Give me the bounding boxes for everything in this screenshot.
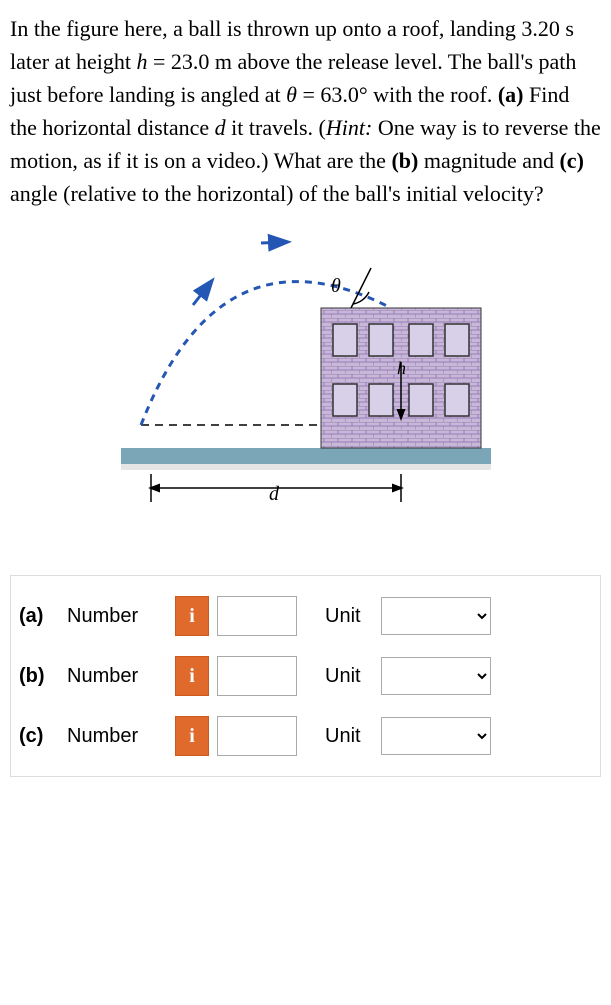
- part-label: (b): [19, 665, 59, 688]
- unit-select-c[interactable]: [381, 717, 491, 755]
- answer-row-a: (a) Number i Unit: [19, 586, 592, 646]
- theta-label: θ: [331, 275, 341, 297]
- unit-label: Unit: [325, 665, 373, 688]
- part-c-tag: (c): [559, 148, 583, 173]
- number-input-b[interactable]: [217, 656, 297, 696]
- part-label: (a): [19, 605, 59, 628]
- var-h: h: [136, 49, 147, 74]
- problem-statement: In the figure here, a ball is thrown up …: [10, 12, 601, 210]
- number-input-a[interactable]: [217, 596, 297, 636]
- number-label: Number: [67, 665, 167, 688]
- base: [121, 464, 491, 470]
- part-b-tag: (b): [391, 148, 418, 173]
- text-seg: it travels. (: [226, 115, 326, 140]
- answer-box: (a) Number i Unit (b) Number i Unit (c) …: [10, 575, 601, 777]
- number-label: Number: [67, 605, 167, 628]
- text-seg: magnitude and: [418, 148, 559, 173]
- answer-row-c: (c) Number i Unit: [19, 706, 592, 766]
- unit-label: Unit: [325, 725, 373, 748]
- unit-select-a[interactable]: [381, 597, 491, 635]
- info-icon[interactable]: i: [175, 596, 209, 636]
- number-input-c[interactable]: [217, 716, 297, 756]
- trajectory-diagram: h d θ: [121, 230, 491, 510]
- part-label: (c): [19, 725, 59, 748]
- unit-select-b[interactable]: [381, 657, 491, 695]
- d-label: d: [269, 483, 280, 505]
- text-seg: angle (relative to the horizontal) of th…: [10, 181, 544, 206]
- part-a-tag: (a): [498, 82, 524, 107]
- var-theta: θ: [286, 82, 297, 107]
- var-d: d: [215, 115, 226, 140]
- answer-row-b: (b) Number i Unit: [19, 646, 592, 706]
- info-icon[interactable]: i: [175, 656, 209, 696]
- number-label: Number: [67, 725, 167, 748]
- figure: h d θ: [10, 230, 601, 515]
- info-icon[interactable]: i: [175, 716, 209, 756]
- unit-label: Unit: [325, 605, 373, 628]
- ground: [121, 448, 491, 464]
- hint-label: Hint:: [326, 115, 372, 140]
- h-label: h: [397, 358, 406, 378]
- text-seg: = 63.0° with the roof.: [297, 82, 498, 107]
